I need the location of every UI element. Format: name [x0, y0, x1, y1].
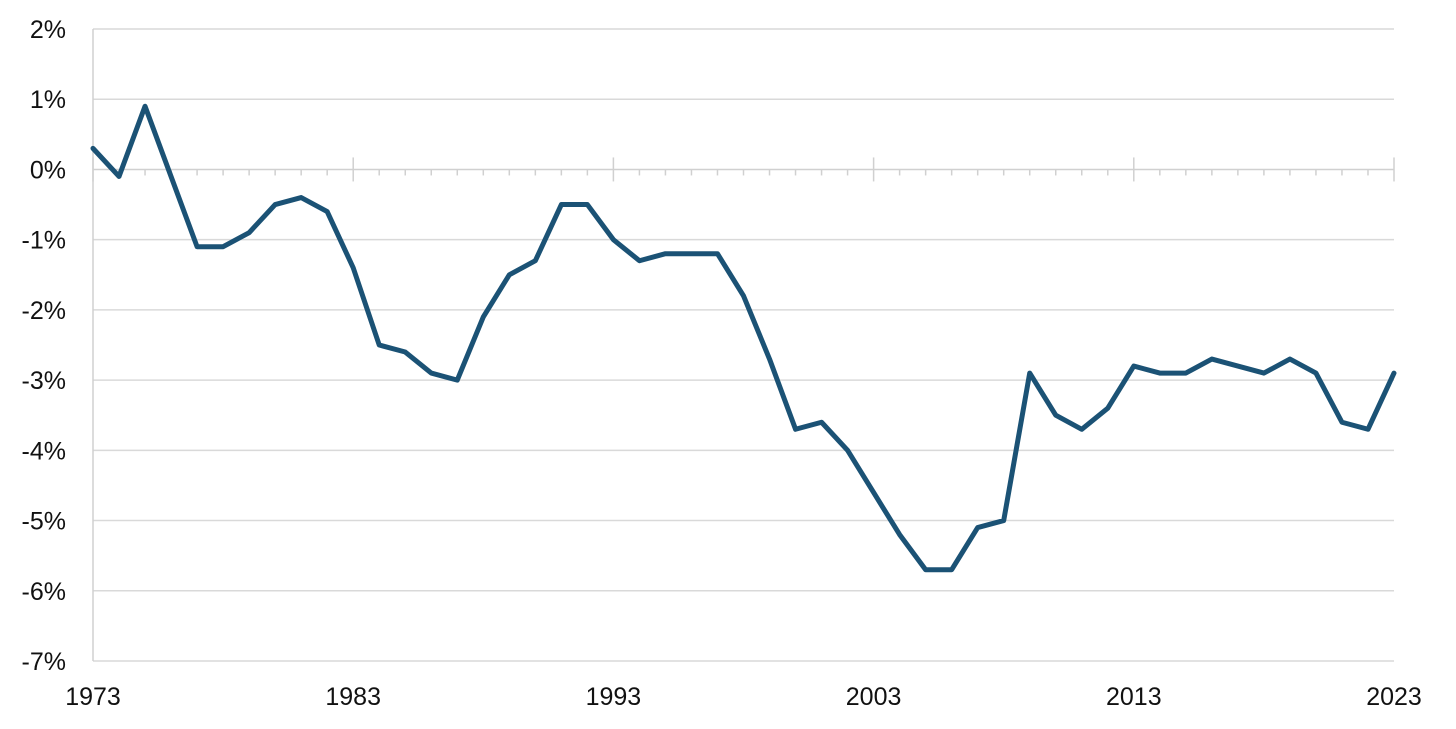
- series-group: [90, 103, 1397, 573]
- y-tick-label: -1%: [22, 227, 66, 255]
- y-tick-label: -7%: [22, 648, 66, 676]
- x-tick-label: 2013: [1106, 683, 1162, 711]
- y-tick-label: 0%: [30, 156, 66, 184]
- gridlines: [93, 28, 1394, 662]
- axes: [92, 29, 1395, 661]
- x-axis-tick-labels: 1973 1983 1993 2003 2013 2023: [65, 683, 1422, 711]
- y-tick-label: -3%: [22, 367, 66, 395]
- y-tick-label: -4%: [22, 437, 66, 465]
- x-tick-label: 1973: [65, 683, 121, 711]
- x-tick-label: 2003: [846, 683, 902, 711]
- y-axis-tick-labels: 2% 1% 0% -1% -2% -3% -4% -5% -6% -7%: [22, 16, 66, 676]
- y-tick-label: -2%: [22, 297, 66, 325]
- x-tick-label: 1993: [586, 683, 642, 711]
- x-tick-label: 2023: [1366, 683, 1422, 711]
- y-tick-label: -5%: [22, 508, 66, 536]
- y-tick-label: 2%: [30, 16, 66, 44]
- x-tick-label: 1983: [325, 683, 381, 711]
- y-tick-label: -6%: [22, 578, 66, 606]
- series-line: [90, 103, 1397, 573]
- y-tick-label: 1%: [30, 86, 66, 114]
